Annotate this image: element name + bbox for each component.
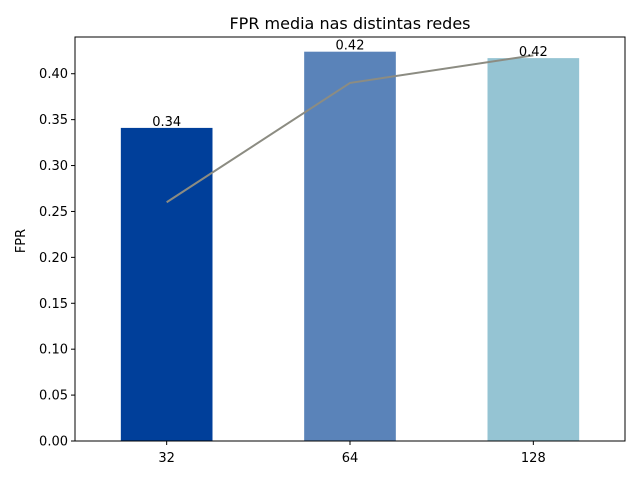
data-labels-layer: 0.34 0.42 0.42 <box>152 39 548 130</box>
x-tick-label-128: 128 <box>521 451 546 466</box>
bar-value-label-64: 0.42 <box>336 39 365 54</box>
x-tick-label-32: 32 <box>158 451 175 466</box>
y-tick-label: 0.30 <box>39 159 68 174</box>
line-layer <box>166 54 534 204</box>
chart-title: FPR media nas distintas redes <box>229 14 470 33</box>
axes-layer: 0.00 0.05 0.10 0.15 0.20 0.25 0.30 0.35 0.40 32 64… <box>39 36 626 466</box>
y-tick-label: 0.20 <box>39 251 68 266</box>
y-tick-label: 0.10 <box>39 343 68 358</box>
bar-value-label-128: 0.42 <box>519 45 548 60</box>
y-tick-label: 0.35 <box>39 113 68 128</box>
y-axis-label: FPR <box>14 229 29 253</box>
bar-64 <box>304 51 396 441</box>
bar-128 <box>487 58 580 441</box>
y-tick-label: 0.25 <box>39 205 68 220</box>
y-tick-label: 0.40 <box>39 67 68 82</box>
y-tick-label: 0.00 <box>39 435 68 450</box>
bar-value-label-32: 0.34 <box>152 115 181 130</box>
y-tick-label: 0.15 <box>39 297 68 312</box>
bar-32 <box>120 127 213 442</box>
bars-layer <box>120 51 580 442</box>
x-tick-label-64: 64 <box>342 451 359 466</box>
trend-line <box>166 54 534 204</box>
y-tick-label: 0.05 <box>39 389 68 404</box>
